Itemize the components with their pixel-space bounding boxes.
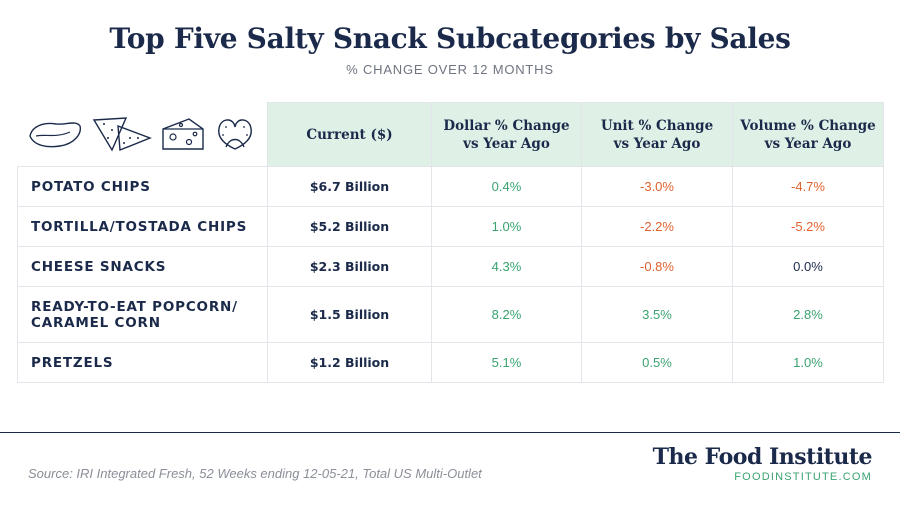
dollar-change-cell: 0.4%: [431, 166, 582, 207]
current-sales-cell: $1.5 Billion: [267, 286, 432, 343]
table-row: TORTILLA/TOSTADA CHIPS $5.2 Billion 1.0%…: [17, 206, 884, 247]
source-note: Source: IRI Integrated Fresh, 52 Weeks e…: [28, 466, 482, 481]
dollar-change-cell: 5.1%: [431, 342, 582, 383]
potato-chip-icon: [29, 122, 82, 148]
current-sales-cell: $6.7 Billion: [267, 166, 432, 207]
current-sales-cell: $1.2 Billion: [267, 342, 432, 383]
column-header-dollar-change: Dollar % Change vs Year Ago: [431, 102, 582, 167]
column-header-volume-change: Volume % Change vs Year Ago: [732, 102, 884, 167]
snack-icons-cell: [17, 102, 268, 167]
volume-change-cell: -5.2%: [732, 206, 884, 247]
category-cell: CHEESE SNACKS: [17, 246, 268, 287]
table-row: READY-TO-EAT POPCORN/CARAMEL CORN $1.5 B…: [17, 286, 884, 343]
category-cell: READY-TO-EAT POPCORN/CARAMEL CORN: [17, 286, 268, 343]
column-header-current: Current ($): [267, 102, 432, 167]
brand-url: FOODINSTITUTE.COM: [734, 471, 872, 483]
unit-change-cell: -3.0%: [581, 166, 733, 207]
unit-change-cell: 0.5%: [581, 342, 733, 383]
unit-change-cell: -2.2%: [581, 206, 733, 247]
table-row: PRETZELS $1.2 Billion 5.1% 0.5% 1.0%: [17, 342, 884, 383]
volume-change-cell: 1.0%: [732, 342, 884, 383]
volume-change-cell: 0.0%: [732, 246, 884, 287]
volume-change-cell: 2.8%: [732, 286, 884, 343]
category-cell: TORTILLA/TOSTADA CHIPS: [17, 206, 268, 247]
cheese-icon: [162, 118, 204, 150]
chart-subtitle: % CHANGE OVER 12 MONTHS: [346, 62, 554, 77]
volume-change-cell: -4.7%: [732, 166, 884, 207]
unit-change-cell: -0.8%: [581, 246, 733, 287]
current-sales-cell: $2.3 Billion: [267, 246, 432, 287]
category-cell: POTATO CHIPS: [17, 166, 268, 207]
dollar-change-cell: 1.0%: [431, 206, 582, 247]
dollar-change-cell: 8.2%: [431, 286, 582, 343]
brand-logo: The Food Institute FOODINSTITUTE.COM: [652, 444, 873, 483]
header-row: Current ($) Dollar % Change vs Year Ago U…: [17, 102, 884, 167]
chart-title: Top Five Salty Snack Subcategories by Sa…: [109, 22, 791, 55]
table-row: CHEESE SNACKS $2.3 Billion 4.3% -0.8% 0.…: [17, 246, 884, 287]
current-sales-cell: $5.2 Billion: [267, 206, 432, 247]
data-table: Current ($) Dollar % Change vs Year Ago U…: [17, 102, 884, 383]
unit-change-cell: 3.5%: [581, 286, 733, 343]
footer-divider: [0, 432, 900, 433]
table-row: POTATO CHIPS $6.7 Billion 0.4% -3.0% -4.…: [17, 166, 884, 207]
column-header-unit-change: Unit % Change vs Year Ago: [581, 102, 733, 167]
pretzel-icon: [218, 119, 253, 151]
dollar-change-cell: 4.3%: [431, 246, 582, 287]
brand-name: The Food Institute: [652, 444, 873, 470]
category-cell: PRETZELS: [17, 342, 268, 383]
tortilla-chip-icon: [92, 117, 152, 152]
